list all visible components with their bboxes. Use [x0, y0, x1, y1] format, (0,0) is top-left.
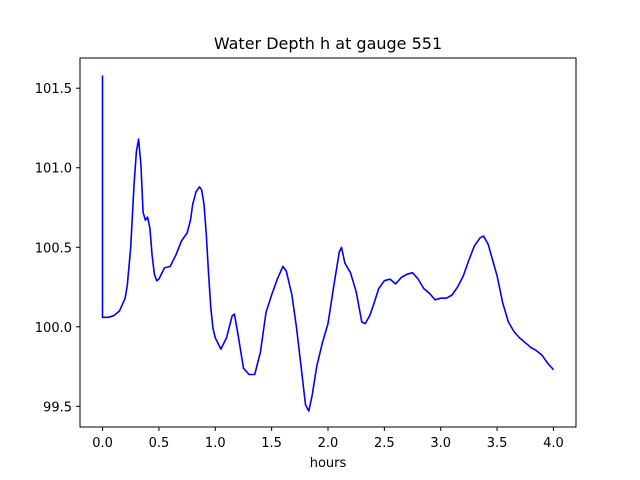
x-tick-label: 0.0: [92, 436, 113, 451]
x-tick-label: 3.0: [430, 436, 451, 451]
x-tick-label: 1.5: [261, 436, 282, 451]
x-tick-label: 3.5: [487, 436, 508, 451]
y-tick-label: 100.5: [35, 241, 72, 256]
y-tick-label: 99.5: [43, 400, 72, 415]
y-axis: 99.5 100.0 100.5 101.0 101.5: [35, 82, 80, 415]
chart-title: Water Depth h at gauge 551: [214, 34, 442, 53]
plot-area: [101, 75, 555, 412]
x-tick-label: 2.5: [374, 436, 395, 451]
series-line: [101, 75, 555, 412]
x-tick-label: 1.0: [205, 436, 226, 451]
plot-frame: [79, 57, 577, 428]
x-axis: 0.0 0.5 1.0 1.5 2.0 2.5 3.0 3.5 4.0: [92, 427, 564, 451]
x-tick-label: 4.0: [543, 436, 564, 451]
y-tick-label: 101.5: [35, 82, 72, 97]
x-tick-label: 2.0: [318, 436, 339, 451]
x-axis-label: hours: [310, 456, 347, 471]
x-tick-label: 0.5: [149, 436, 170, 451]
y-tick-label: 100.0: [35, 321, 72, 336]
y-tick-label: 101.0: [35, 162, 72, 177]
